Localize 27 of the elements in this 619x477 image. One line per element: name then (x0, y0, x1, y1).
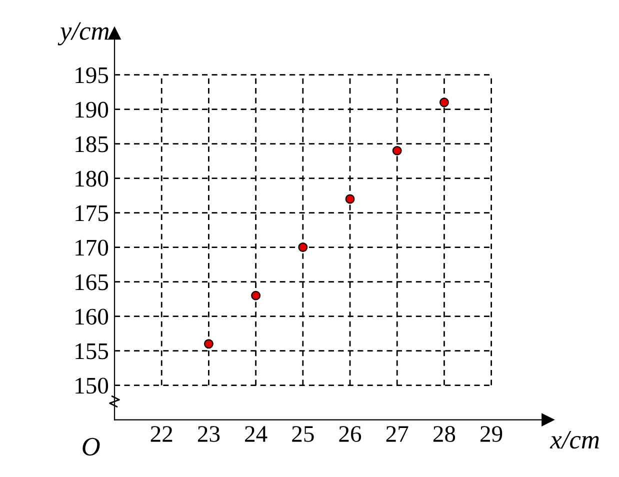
y-tick-label: 170 (76, 240, 108, 256)
y-tick-label: 165 (76, 274, 108, 290)
y-tick-label: 150 (76, 378, 108, 394)
point (251, 290, 261, 300)
y-tick-label: 180 (76, 170, 108, 187)
x-tick-label: 25 (292, 426, 314, 442)
x-tick-label: 26 (339, 426, 362, 442)
point (204, 339, 214, 349)
text: O (82, 438, 100, 456)
y-tick-label: 190 (76, 102, 108, 118)
x-tick-label: 29 (480, 426, 502, 442)
x-axis-title: x/cm (550, 431, 599, 449)
point (439, 98, 449, 108)
x-tick-label: 24 (245, 426, 268, 442)
point (345, 194, 355, 204)
x-tick-label: 23 (198, 426, 220, 442)
x-tick-label: 22 (150, 426, 172, 442)
y-axis-title: y/cm (58, 22, 109, 46)
y-tick-label: 155 (76, 343, 108, 360)
point (298, 242, 308, 252)
x-tick-label: 27 (386, 426, 408, 442)
x-tick-label: 28 (433, 426, 456, 442)
y-tick-label: 175 (76, 205, 108, 222)
y-tick-label: 160 (76, 308, 108, 325)
y-tick-label: 195 (76, 67, 108, 84)
y-tick-label: 185 (76, 136, 108, 152)
point (392, 146, 402, 156)
